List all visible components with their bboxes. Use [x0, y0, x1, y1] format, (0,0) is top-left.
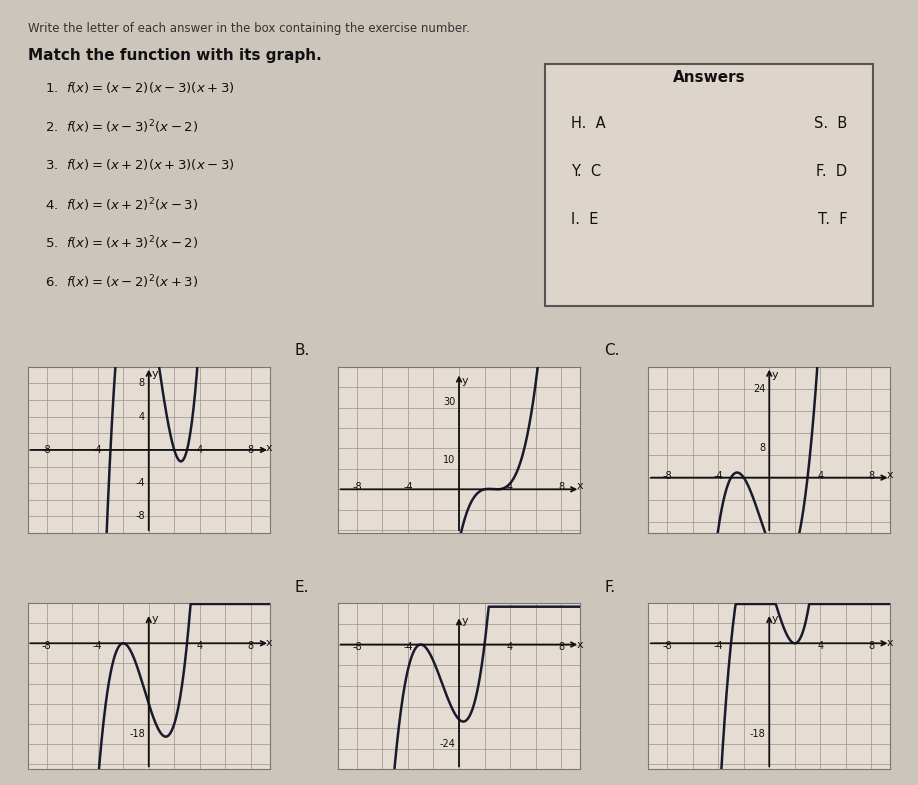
Text: y: y — [462, 616, 468, 626]
Text: -8: -8 — [663, 641, 672, 651]
Text: y: y — [772, 370, 778, 380]
Text: x: x — [266, 638, 273, 648]
Text: y: y — [151, 369, 158, 379]
Text: 4.  $f(x) = (x+2)^2(x-3)$: 4. $f(x) = (x+2)^2(x-3)$ — [45, 196, 198, 214]
Text: -8: -8 — [353, 482, 362, 492]
Text: H.  A: H. A — [571, 115, 606, 130]
Text: 8: 8 — [558, 482, 565, 492]
Text: -4: -4 — [93, 641, 103, 651]
Text: 4: 4 — [507, 642, 513, 652]
Text: -4: -4 — [713, 471, 723, 481]
Text: 4: 4 — [507, 482, 513, 492]
Text: x: x — [577, 481, 583, 491]
Text: Y.  C: Y. C — [571, 164, 601, 179]
Text: Match the function with its graph.: Match the function with its graph. — [28, 48, 321, 63]
Text: -18: -18 — [750, 729, 766, 739]
Text: 8: 8 — [868, 471, 874, 481]
Text: x: x — [577, 640, 583, 649]
Text: -8: -8 — [42, 445, 51, 455]
Text: x: x — [887, 470, 893, 480]
Text: 4: 4 — [139, 411, 145, 422]
Text: B.: B. — [294, 343, 309, 359]
Text: 8: 8 — [558, 642, 565, 652]
Text: -4: -4 — [93, 445, 103, 455]
Text: 3.  $f(x) = (x+2)(x+3)(x-3)$: 3. $f(x) = (x+2)(x+3)(x-3)$ — [45, 158, 234, 173]
Text: -18: -18 — [129, 729, 145, 739]
Text: E.: E. — [294, 579, 308, 594]
Text: 1.  $f(x) = (x-2)(x-3)(x+3)$: 1. $f(x) = (x-2)(x-3)(x+3)$ — [45, 80, 234, 95]
Text: Answers: Answers — [673, 71, 745, 86]
Text: 8: 8 — [248, 445, 254, 455]
Text: y: y — [151, 614, 158, 624]
Text: y: y — [772, 614, 778, 624]
Text: -4: -4 — [135, 478, 145, 488]
Text: -8: -8 — [663, 471, 672, 481]
Text: 30: 30 — [442, 396, 455, 407]
Text: T.  F: T. F — [818, 212, 847, 227]
Text: 2.  $f(x) = (x-3)^2(x-2)$: 2. $f(x) = (x-3)^2(x-2)$ — [45, 119, 198, 137]
Text: -4: -4 — [713, 641, 723, 651]
Text: -8: -8 — [42, 641, 51, 651]
Text: 8: 8 — [139, 378, 145, 389]
FancyBboxPatch shape — [545, 64, 873, 305]
Text: -8: -8 — [353, 642, 362, 652]
Text: x: x — [266, 444, 273, 453]
Text: S.  B: S. B — [814, 115, 847, 130]
Text: 4: 4 — [817, 641, 823, 651]
Text: 8: 8 — [868, 641, 874, 651]
Text: 10: 10 — [442, 455, 455, 466]
Text: 24: 24 — [753, 384, 766, 394]
Text: x: x — [887, 638, 893, 648]
Text: 8: 8 — [248, 641, 254, 651]
Text: 4: 4 — [196, 641, 203, 651]
Text: 4: 4 — [817, 471, 823, 481]
Text: F.  D: F. D — [816, 164, 847, 179]
Text: 8: 8 — [759, 443, 766, 453]
Text: 5.  $f(x) = (x+3)^2(x-2)$: 5. $f(x) = (x+3)^2(x-2)$ — [45, 235, 198, 252]
Text: 6.  $f(x) = (x-2)^2(x+3)$: 6. $f(x) = (x-2)^2(x+3)$ — [45, 273, 198, 291]
Text: -4: -4 — [403, 642, 413, 652]
Text: -4: -4 — [403, 482, 413, 492]
Text: -24: -24 — [440, 739, 455, 750]
Text: C.: C. — [604, 343, 620, 359]
Text: Write the letter of each answer in the box containing the exercise number.: Write the letter of each answer in the b… — [28, 22, 469, 35]
Text: I.  E: I. E — [571, 212, 599, 227]
Text: -8: -8 — [135, 512, 145, 521]
Text: y: y — [462, 376, 468, 386]
Text: F.: F. — [604, 579, 616, 594]
Text: 4: 4 — [196, 445, 203, 455]
